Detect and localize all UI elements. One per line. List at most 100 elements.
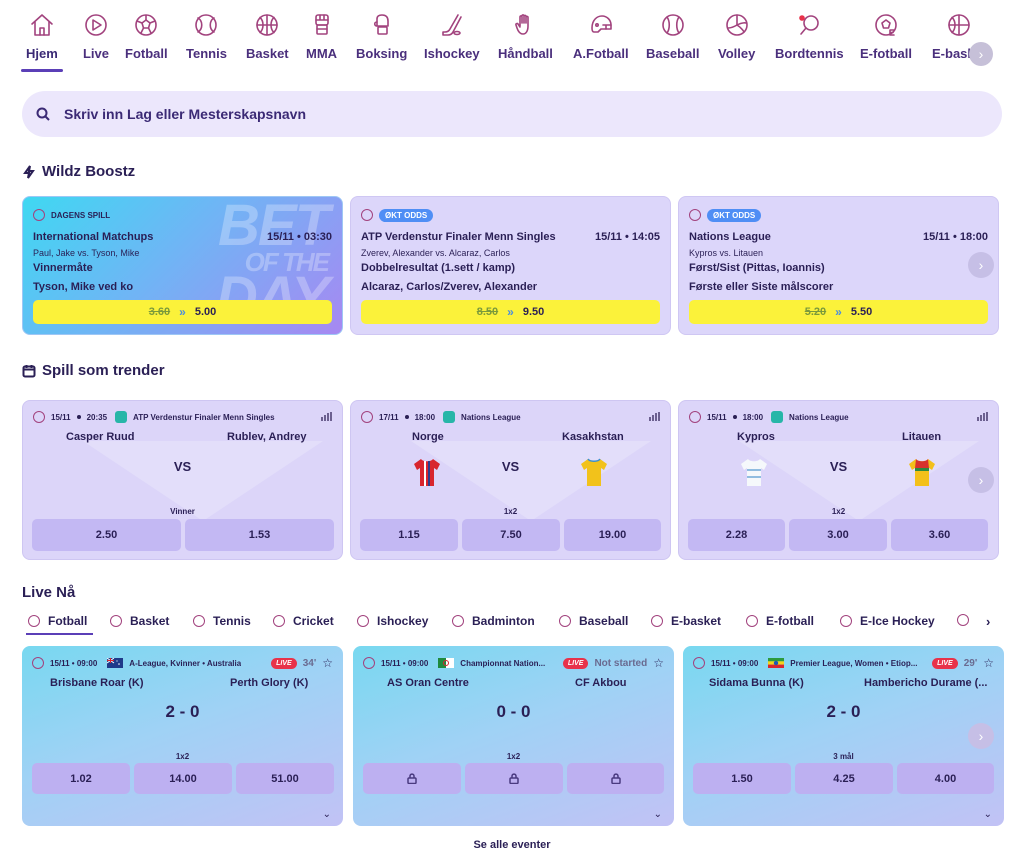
locked-odds-button[interactable] <box>567 763 664 794</box>
event-date: 15/11 <box>51 412 71 422</box>
tab-efotball[interactable]: E-fotball <box>746 614 814 628</box>
nav-item-tennis[interactable]: Tennis <box>186 10 227 61</box>
tab-tennis[interactable]: Tennis <box>193 614 251 628</box>
ehockey-icon <box>840 615 852 627</box>
soccer-ball-icon <box>28 615 40 627</box>
separator-dot <box>404 415 409 419</box>
nav-item-bordtennis[interactable]: Bordtennis <box>775 10 844 61</box>
odds-button[interactable]: 19.00 <box>564 519 661 551</box>
nav-label: Tennis <box>186 46 227 61</box>
tab-basket[interactable]: Basket <box>110 614 169 628</box>
nav-label: Basket <box>246 46 289 61</box>
odds-button[interactable]: 1.15 <box>360 519 458 551</box>
nav-item-afotball[interactable]: A.Fotball <box>573 10 629 61</box>
nav-item-basket[interactable]: Basket <box>246 10 289 61</box>
soccer-ball-icon <box>32 657 44 669</box>
expand-chevron-icon[interactable]: ⌄ <box>322 809 331 820</box>
boost-odds-button[interactable]: 3.60 » 5.00 <box>33 300 332 324</box>
market-name: Først/Sist (Pittas, Ioannis) <box>689 262 825 274</box>
ebasket-icon <box>944 10 974 40</box>
cyprus-shirt-icon <box>741 459 767 486</box>
selection-name: Tyson, Mike ved ko <box>33 281 134 293</box>
watermark-line: OF THE <box>244 247 330 277</box>
tab-cricket[interactable]: Cricket <box>273 614 334 628</box>
nav-item-live[interactable]: Live <box>81 10 111 61</box>
tab-eicehockey[interactable]: E-Ice Hockey <box>840 614 935 628</box>
sport-nav: Hjem Live Fotball Tennis Basket MMA Boks… <box>0 10 1024 74</box>
search-bar[interactable] <box>22 91 1002 137</box>
boost-odds-button[interactable]: 5.20 » 5.50 <box>689 300 988 324</box>
live-event-card[interactable]: 15/11 • 09:00 Premier League, Women • Et… <box>683 646 1004 826</box>
expand-chevron-icon[interactable]: ⌄ <box>653 809 662 820</box>
event-datetime: 15/11 • 09:00 <box>711 658 759 668</box>
match-score: 2 - 0 <box>165 702 200 721</box>
live-next-button[interactable]: › <box>968 723 994 749</box>
nav-label: MMA <box>306 46 338 61</box>
live-title: Live Nå <box>22 584 76 601</box>
odds-button[interactable]: 1.02 <box>32 763 130 794</box>
tab-fotball[interactable]: Fotball <box>25 614 94 635</box>
event-time: 15/11 • 03:30 <box>266 231 332 243</box>
boosts-next-button[interactable]: › <box>968 252 994 278</box>
nav-label: Boksing <box>356 46 408 61</box>
nav-item-volley[interactable]: Volley <box>718 10 755 61</box>
old-odds: 8.50 <box>476 306 499 318</box>
nav-item-home[interactable]: Hjem <box>21 10 63 72</box>
tabs-scroll-right-button[interactable]: › <box>986 614 990 629</box>
favorite-star-icon[interactable]: ☆ <box>322 656 333 670</box>
odds-button[interactable]: 3.60 <box>891 519 988 551</box>
trending-next-button[interactable]: › <box>968 467 994 493</box>
odds-button[interactable]: 4.25 <box>795 763 893 794</box>
home-icon <box>27 10 57 40</box>
locked-odds-button[interactable] <box>363 763 461 794</box>
odds-button[interactable]: 2.50 <box>32 519 181 551</box>
odds-button[interactable]: 51.00 <box>236 763 334 794</box>
tab-overflow[interactable] <box>957 614 977 626</box>
live-event-card[interactable]: 15/11 • 09:00 Championnat Nation... LIVE… <box>353 646 674 826</box>
odds-button[interactable]: 14.00 <box>134 763 232 794</box>
volleyball-icon <box>722 10 752 40</box>
expand-chevron-icon[interactable]: ⌄ <box>983 809 992 820</box>
market-label: 3 mål <box>833 752 854 761</box>
basketball-icon <box>110 615 122 627</box>
see-all-events-link[interactable]: Se alle eventer <box>473 839 551 851</box>
nav-item-mma[interactable]: MMA <box>306 10 337 61</box>
live-event-card[interactable]: 15/11 • 09:00 A-League, Kvinner • Austra… <box>22 646 343 826</box>
selection-name: Første eller Siste målscorer <box>689 281 834 293</box>
odds-button[interactable]: 4.00 <box>897 763 994 794</box>
odds-button[interactable]: 7.50 <box>462 519 560 551</box>
boost-card[interactable]: BET OF THE DAY DAGENS SPILL International … <box>22 196 343 335</box>
search-input[interactable] <box>64 106 664 122</box>
nav-scroll-right-button[interactable]: › <box>969 42 993 66</box>
locked-odds-button[interactable] <box>465 763 563 794</box>
boost-odds-button[interactable]: 8.50 » 9.50 <box>361 300 660 324</box>
nav-item-fotball[interactable]: Fotball <box>125 10 168 61</box>
odds-button[interactable]: 2.28 <box>688 519 785 551</box>
nav-item-baseball[interactable]: Baseball <box>646 10 699 61</box>
tab-baseball[interactable]: Baseball <box>559 614 628 628</box>
tab-ebasket[interactable]: E-basket <box>651 614 721 628</box>
nav-label: Ishockey <box>424 46 480 61</box>
nav-item-ishockey[interactable]: Ishockey <box>424 10 480 61</box>
new-odds: 5.50 <box>850 306 873 318</box>
market-name: Vinnermåte <box>33 262 93 274</box>
odds-button[interactable]: 1.53 <box>185 519 334 551</box>
favorite-star-icon[interactable]: ☆ <box>983 656 994 670</box>
tab-badminton[interactable]: Badminton <box>452 614 535 628</box>
new-odds: 5.00 <box>194 306 217 318</box>
odds-button[interactable]: 3.00 <box>789 519 887 551</box>
odds-button[interactable]: 1.50 <box>693 763 791 794</box>
globe-icon <box>443 411 456 423</box>
league-name: Nations League <box>789 412 849 422</box>
soccer-ball-icon <box>361 411 373 423</box>
nav-label: E-fotball <box>860 46 912 61</box>
tab-ishockey[interactable]: Ishockey <box>357 614 428 628</box>
boost-card[interactable]: ØKT ODDS ATP Verdenstur Finaler Menn Sin… <box>350 196 671 335</box>
boost-card[interactable]: ØKT ODDS Nations League 15/11 • 18:00 Kyp… <box>678 196 999 335</box>
favorite-star-icon[interactable]: ☆ <box>653 656 664 670</box>
market-label: 1x2 <box>831 507 846 516</box>
nav-item-boksing[interactable]: Boksing <box>356 10 407 61</box>
nav-item-handball[interactable]: Håndball <box>498 10 553 61</box>
nav-item-efotball[interactable]: E-fotball <box>860 10 912 61</box>
away-team: Kasakhstan <box>562 431 624 443</box>
